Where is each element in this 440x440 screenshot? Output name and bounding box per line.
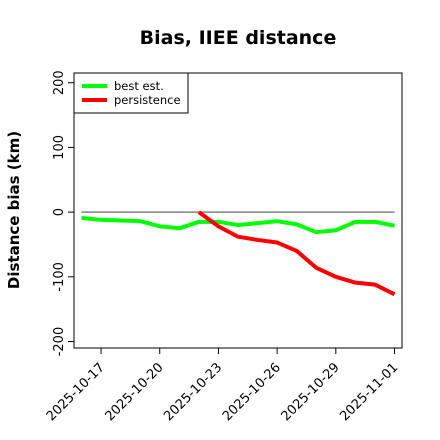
y-tick-label: 0	[52, 208, 67, 216]
plot-frame	[73, 72, 403, 349]
legend-label: best est.	[114, 79, 164, 93]
x-tick-label: 2025-11-01	[337, 360, 401, 424]
series-line-best-est-	[81, 215, 395, 235]
legend-label: persistence	[114, 93, 181, 107]
x-tick-label: 2025-10-20	[103, 360, 167, 424]
y-tick-label: 100	[52, 135, 67, 160]
y-tick-label: 200	[52, 70, 67, 95]
legend-box	[73, 72, 189, 114]
x-tick-label: 2025-10-29	[279, 360, 343, 424]
legend: best est.persistence	[73, 72, 189, 114]
series-line-persistence	[197, 210, 396, 297]
x-tick-label: 2025-10-23	[161, 360, 225, 424]
x-tick-label: 2025-10-26	[220, 360, 284, 424]
y-tick-label: -100	[52, 262, 67, 292]
chart-title: Bias, IIEE distance	[140, 27, 337, 49]
y-tick-label: -200	[52, 327, 67, 357]
x-tick-label: 2025-10-17	[44, 360, 108, 424]
y-axis-label: Distance bias (km)	[5, 131, 23, 289]
